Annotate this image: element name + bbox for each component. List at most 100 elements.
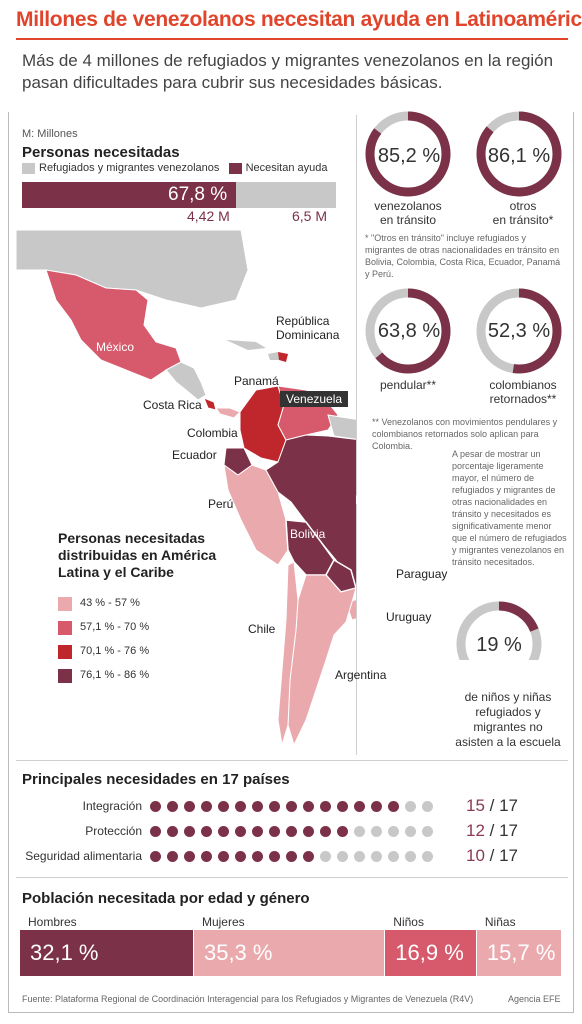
donut-colombianos-label: colombianos retornados** [489,378,557,406]
distribution-swatch [58,597,72,611]
label-panama: Panamá [234,374,279,388]
need-total: / 17 [484,821,519,840]
map-usa [16,230,249,309]
need-dot [405,826,416,837]
donut-otros-value: 86,1 % [487,145,551,167]
need-value: 10 [466,846,485,865]
footer-agency: Agencia EFE [508,994,561,1004]
need-dot [167,826,178,837]
need-dot [167,801,178,812]
distribution-swatch [58,669,72,683]
label-colombia: Colombia [187,426,238,440]
page-title: Millones de venezolanos necesitan ayuda … [16,8,582,31]
units-note: M: Millones [22,128,78,140]
map-cuba [226,340,266,350]
population-label: Niños [393,915,424,929]
people-percent: 67,8 % [168,184,228,205]
need-dot [201,851,212,862]
donut-pendular-value: 63,8 % [377,320,441,342]
label-brasil: Brasil [355,493,386,507]
need-dot [303,851,314,862]
map-dominicana [278,352,288,362]
distribution-title: Personas necesitadas distribuidas en Amé… [58,530,217,580]
need-count: 12 / 17 [466,821,518,841]
map-haiti [268,352,280,360]
content-frame [8,112,574,1013]
need-label: Integración [82,799,142,813]
population-label: Mujeres [201,915,245,929]
need-dot [388,826,399,837]
need-value-label: 4,42 M [187,208,230,224]
need-dot [184,826,195,837]
donut-arc-otros_transito [476,111,562,197]
donut-ninos-value: 19 % [476,634,522,656]
footer-source: Fuente: Plataforma Regional de Coordinac… [22,994,474,1004]
need-dot [388,801,399,812]
population-band: 32,1 % [20,930,193,976]
donut-pendular-label: pendular** [379,378,437,392]
latam-map [16,230,356,747]
need-dot [252,851,263,862]
note-otros: * "Otros en tránsito" incluye refugiados… [365,233,561,279]
need-dot [218,851,229,862]
population-band: 16,9 % [385,930,476,976]
label-bolivia: Bolivia [290,527,326,541]
people-legend: Refugiados y migrantes venezolanos Neces… [22,162,328,174]
need-dot [320,801,331,812]
donut-arc-colombianos [476,288,562,374]
need-dot [150,801,161,812]
need-label: Protección [85,824,142,838]
map-costa-rica [203,397,217,411]
need-label: Seguridad alimentaria [25,849,142,863]
population-band: 35,3 % [193,930,385,976]
need-dot [184,851,195,862]
title-rule [16,38,568,40]
need-dot [235,826,246,837]
distribution-swatch [58,645,72,659]
need-dot [235,851,246,862]
label-ecuador: Ecuador [172,448,217,462]
distribution-swatch [58,621,72,635]
donut-venezolanos-value: 85,2 % [377,145,441,167]
need-dot [354,801,365,812]
label-paraguay: Paraguay [396,567,448,581]
donut-ninos-label: de niños y niñas refugiados y migrantes … [455,690,561,749]
need-dot [405,801,416,812]
need-value: 12 [466,821,485,840]
need-dot [354,826,365,837]
need-dot [286,826,297,837]
need-dot [422,826,433,837]
need-dot [286,851,297,862]
legend-swatch-need [228,162,242,174]
map-guyanas [327,414,356,440]
need-dot [218,826,229,837]
donut-colombianos-value: 52,3 % [487,320,551,342]
need-dot [269,801,280,812]
need-dot [303,801,314,812]
label-venezuela: Venezuela [280,391,349,407]
need-dot [320,826,331,837]
need-count: 15 / 17 [466,796,518,816]
label-mexico: México [96,340,135,354]
need-dot [422,801,433,812]
label-dominicana: República Dominicana [276,314,340,342]
need-dot [337,851,348,862]
population-label: Hombres [28,915,77,929]
label-costa-rica: Costa Rica [143,398,202,412]
donut-arc-venezolanos_transito [365,111,451,197]
population-label: Niñas [484,915,516,929]
map-chile [277,561,299,746]
map-central-america [165,361,207,401]
map-panama [215,407,241,419]
need-dot [371,851,382,862]
total-value-label: 6,5 M [292,208,328,224]
label-peru: Perú [208,497,234,511]
distribution-label: 43 % - 57 % [80,597,140,609]
legend-need: Necesitan ayuda [245,162,328,174]
population-title: Población necesitada por edad y género [22,890,310,907]
population-band: 15,7 % [476,930,561,976]
note-pendular: ** Venezolanos con movimientos pendulare… [372,417,558,451]
need-dot [150,826,161,837]
need-dot [184,801,195,812]
need-dot [371,801,382,812]
